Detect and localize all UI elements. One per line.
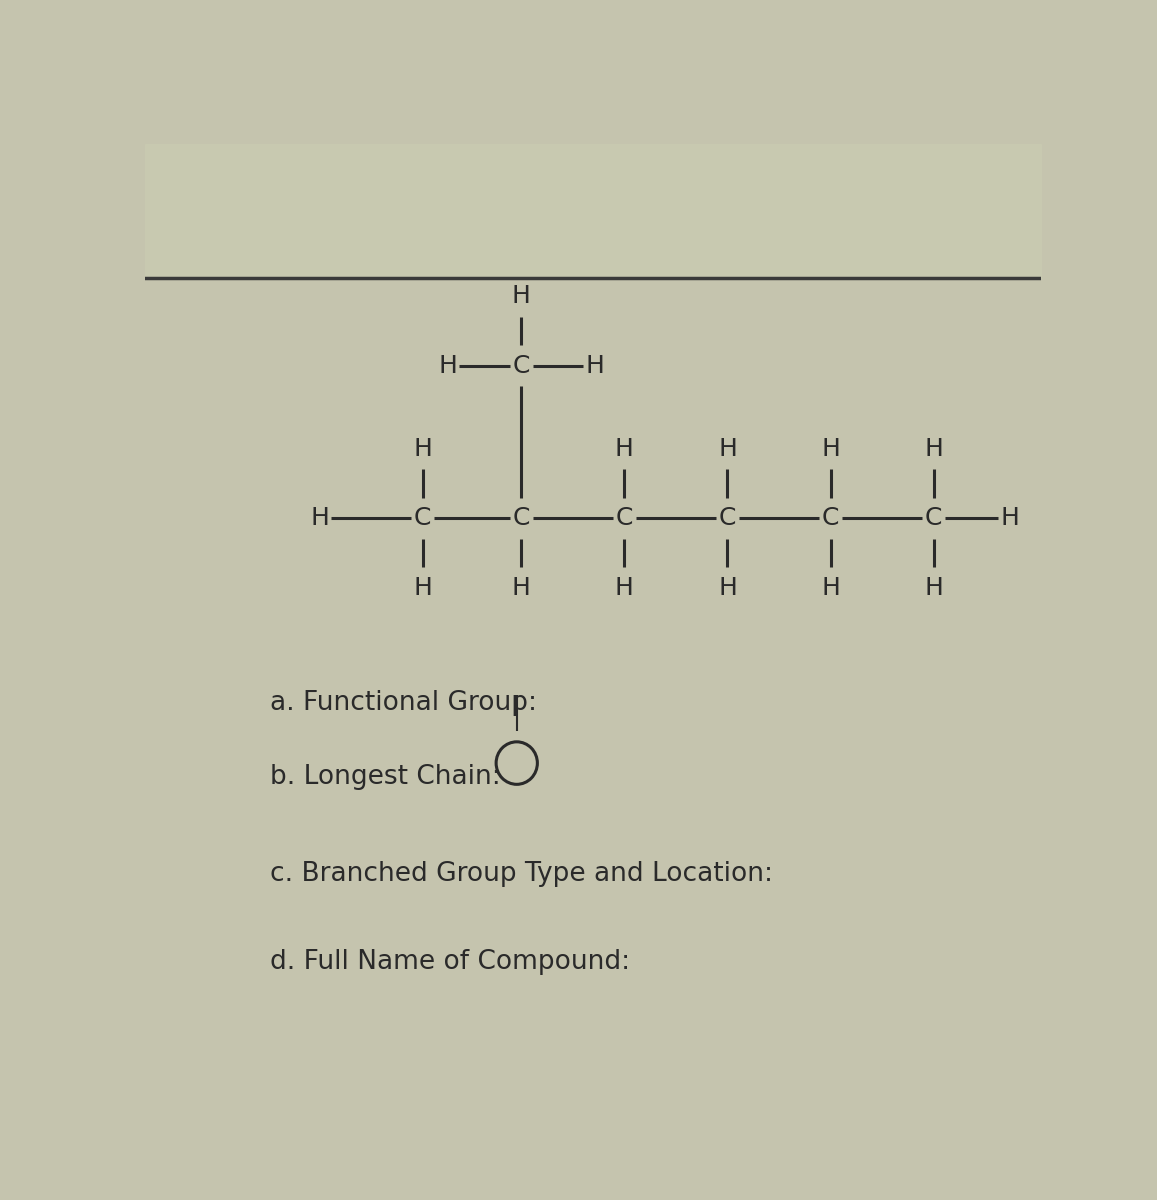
Text: H: H (413, 576, 432, 600)
Text: C: C (414, 506, 432, 530)
Text: C: C (513, 506, 530, 530)
Text: C: C (616, 506, 633, 530)
Text: d. Full Name of Compound:: d. Full Name of Compound: (270, 949, 631, 974)
Text: a. Functional Group:: a. Functional Group: (270, 690, 537, 716)
Bar (145, 144, 1041, 278)
Text: H: H (585, 354, 604, 378)
Text: C: C (513, 354, 530, 378)
Text: C: C (924, 506, 943, 530)
Text: H: H (614, 576, 634, 600)
Text: H: H (924, 576, 943, 600)
Text: H: H (1001, 506, 1019, 530)
Text: H: H (310, 506, 329, 530)
Text: H: H (718, 437, 737, 461)
Text: H: H (439, 354, 457, 378)
Text: b. Longest Chain:: b. Longest Chain: (270, 764, 501, 790)
Text: C: C (718, 506, 736, 530)
Text: H: H (511, 284, 531, 308)
Text: H: H (821, 437, 840, 461)
Text: H: H (821, 576, 840, 600)
Text: H: H (718, 576, 737, 600)
Text: H: H (614, 437, 634, 461)
Text: H: H (413, 437, 432, 461)
Text: H: H (924, 437, 943, 461)
Text: C: C (821, 506, 839, 530)
Text: c. Branched Group Type and Location:: c. Branched Group Type and Location: (270, 860, 773, 887)
Text: H: H (511, 576, 531, 600)
